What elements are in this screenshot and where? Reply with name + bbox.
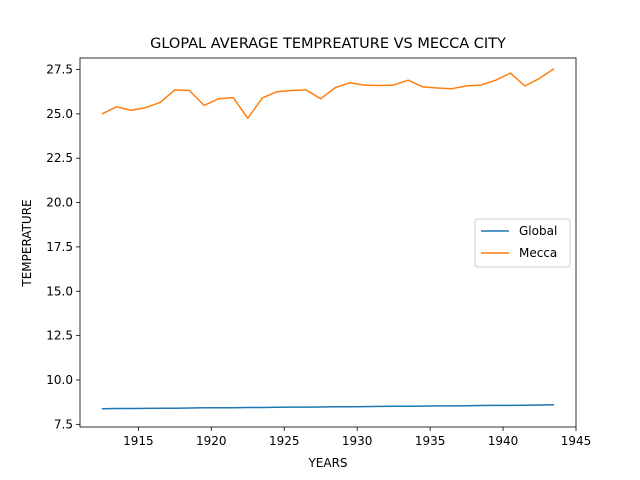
y-tick-label: 7.5	[54, 417, 73, 431]
y-tick-label: 27.5	[46, 63, 73, 77]
y-tick-label: 10.0	[46, 373, 73, 387]
x-tick-label: 1940	[488, 434, 519, 448]
plot-area	[79, 57, 577, 428]
axes-frame	[79, 57, 577, 428]
y-tick-label: 12.5	[46, 329, 73, 343]
x-tick-label: 1930	[342, 434, 373, 448]
legend: Global Mecca	[474, 218, 571, 268]
chart-title: GLOPAL AVERAGE TEMPREATURE VS MECCA CITY	[150, 36, 506, 52]
y-tick-label: 17.5	[46, 240, 73, 254]
x-tick-label: 1920	[196, 434, 227, 448]
y-axis-label: TEMPERATURE	[20, 199, 34, 287]
y-tick-label: 25.0	[46, 107, 73, 121]
x-tick-label: 1925	[269, 434, 300, 448]
x-axis: 1915 1920 1925 1930 1935 1940 1945	[123, 427, 591, 448]
series-line-global	[101, 404, 555, 410]
x-tick-label: 1935	[415, 434, 446, 448]
y-tick-label: 20.0	[46, 196, 73, 210]
x-tick-label: 1945	[561, 434, 592, 448]
x-tick-label: 1915	[123, 434, 154, 448]
y-axis: 7.5 10.0 12.5 15.0 17.5 20.0 22.5 25.0 27.5	[46, 63, 80, 431]
x-axis-label: YEARS	[307, 456, 347, 470]
series-line-mecca	[101, 67, 555, 120]
legend-label-mecca: Mecca	[519, 246, 557, 260]
y-tick-label: 15.0	[46, 284, 73, 298]
legend-label-global: Global	[519, 224, 557, 238]
y-tick-label: 22.5	[46, 151, 73, 165]
